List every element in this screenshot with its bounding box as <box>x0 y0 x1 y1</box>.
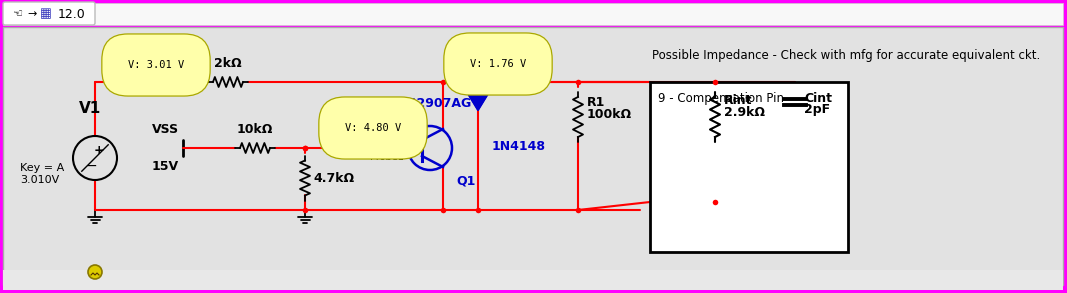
Text: V: 1.76 V: V: 1.76 V <box>469 59 526 69</box>
Text: ▦: ▦ <box>39 8 52 21</box>
Text: Probe3: Probe3 <box>140 84 174 94</box>
Text: V: 3.01 V: V: 3.01 V <box>128 60 185 70</box>
Text: 4.7kΩ: 4.7kΩ <box>313 171 354 185</box>
Bar <box>3 27 1063 285</box>
Text: V1: V1 <box>79 101 101 116</box>
Text: 1N4148: 1N4148 <box>492 139 546 152</box>
Text: 12.0: 12.0 <box>58 8 85 21</box>
Polygon shape <box>467 92 489 110</box>
Text: 15V: 15V <box>152 160 179 173</box>
Text: Possible Impedance - Check with mfg for accurate equivalent ckt.: Possible Impedance - Check with mfg for … <box>652 49 1040 62</box>
Bar <box>3 3 1063 25</box>
Text: →: → <box>27 9 36 19</box>
Text: Probe1: Probe1 <box>370 152 404 162</box>
Circle shape <box>87 265 102 279</box>
Text: R1: R1 <box>587 96 605 108</box>
Text: V: 4.80 V: V: 4.80 V <box>345 123 401 133</box>
Text: Cint: Cint <box>805 91 832 105</box>
Text: 100kΩ: 100kΩ <box>587 108 632 120</box>
Text: VSS: VSS <box>152 123 179 136</box>
Text: Rint: Rint <box>724 93 752 106</box>
Text: Q1: Q1 <box>456 174 476 187</box>
Bar <box>3 270 1063 290</box>
Text: 2kΩ: 2kΩ <box>214 57 242 70</box>
Text: +: + <box>94 144 105 156</box>
Bar <box>650 82 848 252</box>
Text: −: − <box>85 159 97 173</box>
Text: 3.010V: 3.010V <box>20 175 60 185</box>
Text: Probe2: Probe2 <box>490 86 524 96</box>
Text: 2.9kΩ: 2.9kΩ <box>724 105 765 118</box>
Text: ☜: ☜ <box>13 9 23 19</box>
Text: 9 - Compensation Pin: 9 - Compensation Pin <box>658 92 784 105</box>
Text: MPS2907AG: MPS2907AG <box>387 97 473 110</box>
Text: 2pF: 2pF <box>805 103 830 117</box>
Text: Key = A: Key = A <box>20 163 64 173</box>
Text: 10kΩ: 10kΩ <box>237 123 273 136</box>
FancyBboxPatch shape <box>3 2 95 25</box>
